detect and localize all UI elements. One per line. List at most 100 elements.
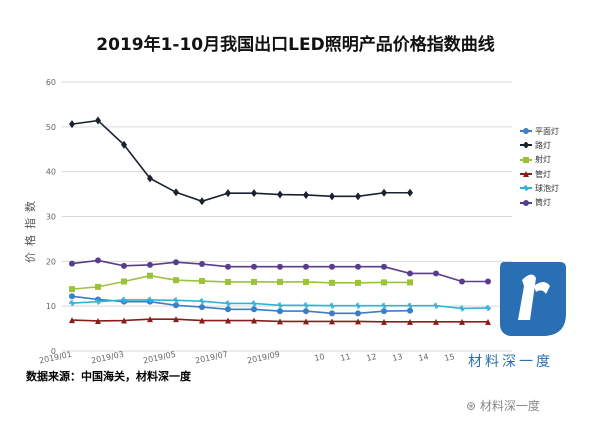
legend-marker — [523, 185, 529, 192]
data-point — [121, 296, 127, 303]
data-point — [277, 263, 283, 270]
data-point — [277, 318, 283, 325]
data-point — [329, 263, 335, 270]
data-point — [407, 302, 413, 309]
data-point — [121, 262, 127, 269]
data-point — [459, 278, 465, 285]
data-point — [95, 116, 101, 125]
x-tick-label: 13 — [392, 352, 404, 363]
series-4 — [69, 316, 491, 325]
wechat-account: 材料深一度 — [479, 399, 540, 413]
data-point — [329, 310, 335, 317]
x-tick-label: 11 — [340, 352, 352, 363]
data-point — [251, 189, 257, 198]
data-point — [485, 304, 491, 311]
data-point-stroke — [69, 300, 75, 306]
y-tick-label: 50 — [46, 123, 56, 132]
x-tick-label: 14 — [418, 352, 430, 363]
data-point — [199, 261, 205, 268]
data-point — [459, 318, 465, 325]
data-point — [173, 316, 179, 323]
data-source-note: 数据来源：中国海关，材料深一度 — [26, 370, 191, 383]
data-point-stroke — [173, 297, 179, 303]
series-line — [71, 259, 488, 283]
series-line — [71, 274, 410, 290]
data-point — [485, 278, 491, 285]
brand-logo-icon — [500, 262, 566, 336]
legend-label: 路灯 — [535, 140, 551, 150]
legend-label: 射灯 — [535, 155, 551, 165]
data-point — [121, 140, 127, 149]
legend-marker-shape — [523, 171, 529, 178]
data-point — [95, 317, 101, 324]
legend-label: 管灯 — [535, 169, 551, 179]
data-point — [277, 190, 283, 199]
data-point — [407, 307, 413, 314]
data-point — [251, 317, 257, 324]
x-tick-label: 2019/09 — [246, 350, 280, 366]
legend-item: 筒灯 — [520, 195, 559, 209]
data-point — [381, 188, 387, 197]
x-tick-label: 2019/01 — [38, 350, 72, 366]
data-point — [147, 272, 153, 279]
legend-marker-shape — [523, 142, 529, 149]
data-point-stroke — [355, 303, 361, 309]
data-point — [251, 263, 257, 270]
data-point — [433, 302, 439, 309]
chart-title: 2019年1-10月我国出口LED照明产品价格指数曲线 — [96, 35, 495, 55]
data-point — [69, 260, 75, 267]
y-tick-label: 0 — [51, 347, 56, 356]
data-point-stroke — [95, 299, 101, 305]
data-point-stroke — [303, 302, 309, 308]
data-point — [173, 259, 179, 266]
legend-marker — [523, 128, 529, 135]
legend-swatch — [520, 140, 532, 150]
y-tick-label: 20 — [46, 257, 56, 266]
y-tick-label: 30 — [46, 213, 56, 222]
legend-swatch — [520, 169, 532, 179]
data-point — [303, 302, 309, 309]
data-point-stroke — [485, 305, 491, 311]
data-point — [381, 308, 387, 315]
data-point — [355, 310, 361, 317]
data-point-stroke — [147, 297, 153, 303]
x-tick-label: 12 — [366, 352, 378, 363]
data-point-stroke — [459, 305, 465, 311]
data-point — [303, 190, 309, 199]
data-point — [147, 296, 153, 303]
data-point — [355, 302, 361, 309]
data-point — [199, 278, 205, 285]
legend-swatch — [520, 183, 532, 193]
series-line — [71, 119, 410, 203]
wechat-icon: ⊛ — [466, 399, 480, 413]
data-point — [485, 318, 491, 325]
data-point — [69, 300, 75, 307]
legend-label: 筒灯 — [535, 198, 551, 208]
wechat-watermark: ⊛ 材料深一度 — [466, 397, 540, 414]
data-point — [173, 297, 179, 304]
data-point — [303, 318, 309, 325]
data-point — [329, 279, 335, 286]
data-point-stroke — [329, 303, 335, 309]
legend-marker — [523, 199, 529, 206]
series-5 — [69, 296, 491, 312]
legend-marker-shape — [523, 128, 529, 135]
data-point-stroke — [225, 301, 231, 306]
data-point — [147, 261, 153, 268]
data-point — [329, 192, 335, 201]
legend-swatch — [520, 198, 532, 208]
data-point — [303, 278, 309, 285]
data-point — [199, 197, 205, 206]
data-point — [225, 300, 231, 307]
legend-marker — [523, 171, 529, 178]
data-point — [121, 278, 127, 285]
y-tick-label: 40 — [46, 168, 56, 177]
x-tick-label: 2019/03 — [90, 350, 124, 366]
series-2 — [69, 116, 413, 206]
legend-marker — [523, 142, 529, 149]
data-point — [329, 318, 335, 325]
data-point — [381, 263, 387, 270]
data-point — [69, 120, 75, 129]
data-point — [69, 293, 75, 300]
